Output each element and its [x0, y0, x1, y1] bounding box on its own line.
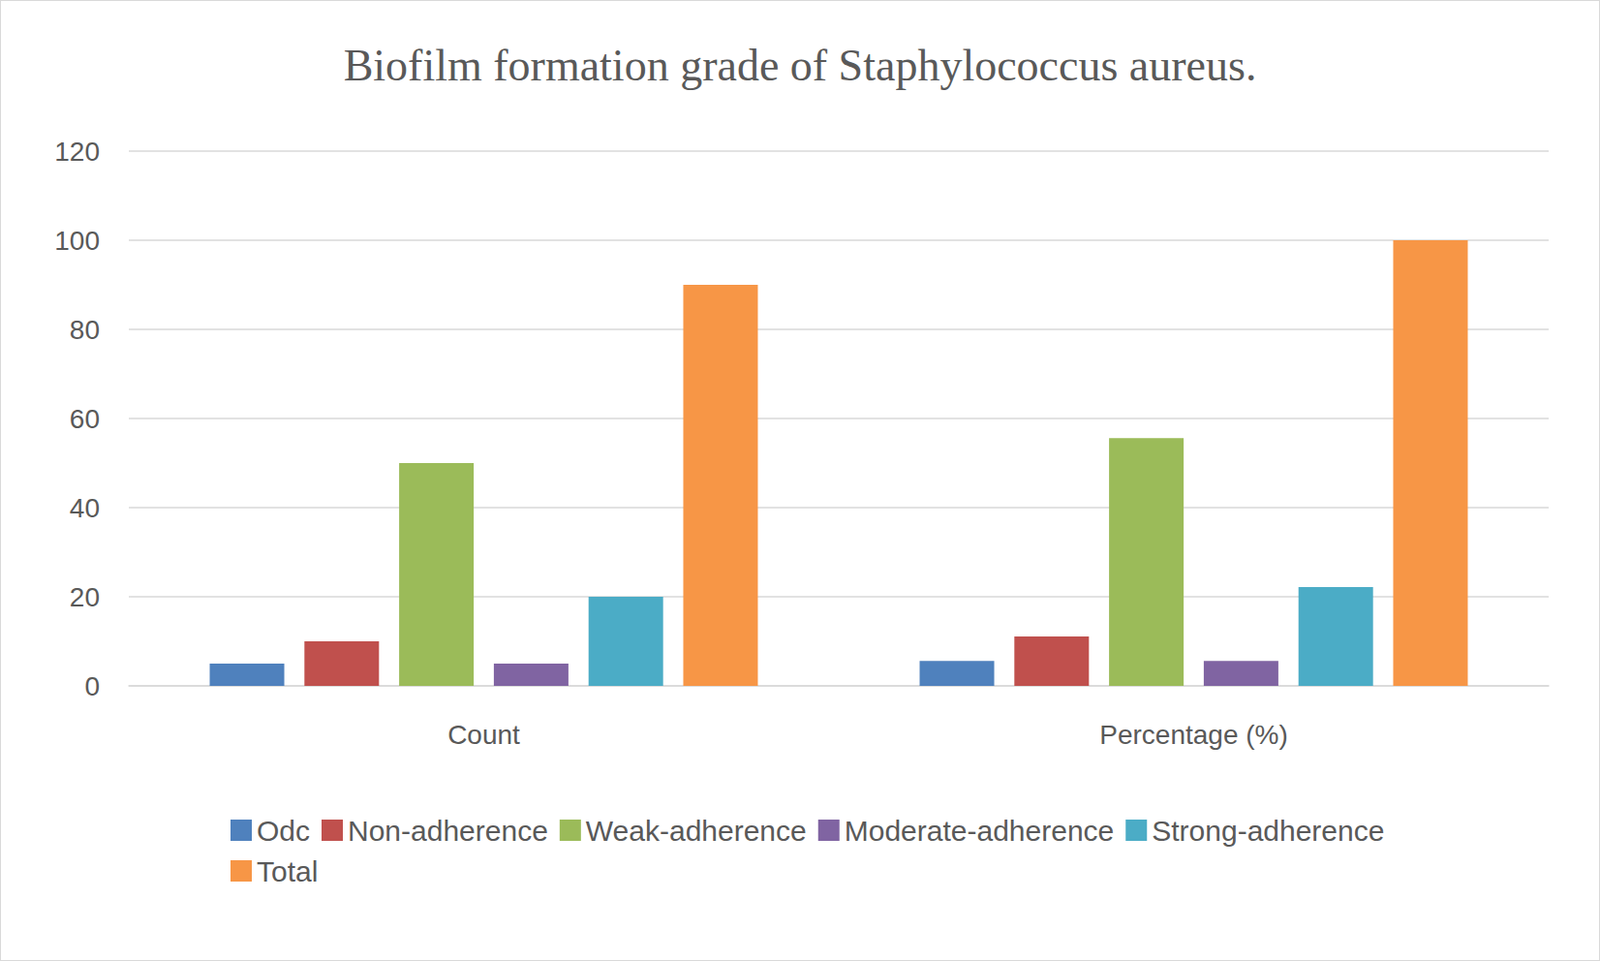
- svg-text:0: 0: [84, 671, 100, 702]
- svg-text:Odc: Odc: [256, 814, 310, 847]
- svg-text:Non-adherence: Non-adherence: [347, 814, 549, 847]
- svg-text:80: 80: [69, 314, 100, 345]
- svg-text:Count: Count: [447, 719, 521, 750]
- svg-text:Moderate-adherence: Moderate-adherence: [844, 814, 1115, 847]
- svg-text:20: 20: [69, 582, 100, 613]
- svg-text:40: 40: [69, 492, 100, 524]
- svg-text:Weak-adherence: Weak-adherence: [585, 814, 807, 847]
- svg-text:Biofilm formation grade of Sta: Biofilm formation grade of Staphylococcu…: [343, 40, 1258, 91]
- svg-text:100: 100: [54, 225, 100, 256]
- svg-text:60: 60: [69, 403, 100, 434]
- svg-text:Strong-adherence: Strong-adherence: [1151, 814, 1385, 847]
- svg-text:Total: Total: [256, 855, 318, 888]
- svg-text:120: 120: [54, 136, 100, 167]
- svg-text:Percentage (%): Percentage (%): [1099, 719, 1289, 750]
